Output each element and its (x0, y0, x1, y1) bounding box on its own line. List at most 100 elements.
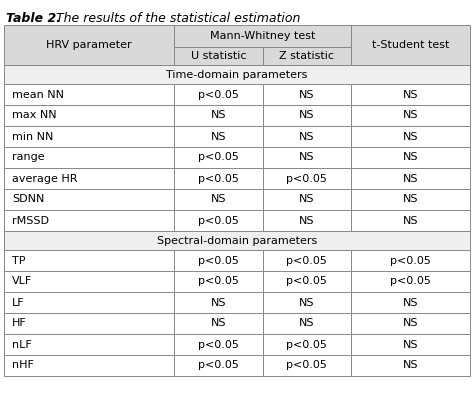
Text: Mann-Whitney test: Mann-Whitney test (210, 31, 315, 41)
Text: p<0.05: p<0.05 (286, 255, 328, 266)
Bar (263, 334, 351, 355)
Text: U statistic: U statistic (191, 51, 246, 61)
Bar (351, 147, 470, 168)
Text: SDNN: SDNN (12, 195, 45, 204)
Bar (263, 168, 351, 189)
Bar (351, 292, 470, 313)
Text: NS: NS (299, 319, 315, 328)
Text: NS: NS (403, 319, 419, 328)
Bar (4, 313, 174, 334)
Bar (174, 189, 263, 210)
Bar (4, 84, 174, 105)
Bar (174, 334, 263, 355)
Bar (263, 47, 351, 65)
Text: p<0.05: p<0.05 (286, 339, 328, 350)
Text: p<0.05: p<0.05 (198, 173, 239, 184)
Text: The results of the statistical estimation: The results of the statistical estimatio… (52, 12, 301, 25)
Text: NS: NS (299, 297, 315, 308)
Bar (174, 168, 263, 189)
Text: p<0.05: p<0.05 (286, 173, 328, 184)
Text: NS: NS (403, 215, 419, 226)
Bar (263, 126, 351, 147)
Text: LF: LF (12, 297, 25, 308)
Bar (174, 105, 263, 126)
Text: p<0.05: p<0.05 (198, 89, 239, 100)
Bar (351, 313, 470, 334)
Bar (4, 210, 174, 231)
Bar (263, 313, 351, 334)
Bar (351, 168, 470, 189)
Bar (4, 105, 174, 126)
Text: average HR: average HR (12, 173, 78, 184)
Text: min NN: min NN (12, 131, 54, 142)
Text: HRV parameter: HRV parameter (46, 40, 132, 50)
Text: p<0.05: p<0.05 (198, 339, 239, 350)
Text: NS: NS (299, 131, 315, 142)
Bar (263, 84, 351, 105)
Bar (4, 271, 174, 292)
Text: p<0.05: p<0.05 (390, 277, 431, 286)
Bar (351, 126, 470, 147)
Text: Time-domain parameters: Time-domain parameters (166, 69, 308, 80)
Bar (4, 292, 174, 313)
Bar (351, 210, 470, 231)
Text: rMSSD: rMSSD (12, 215, 49, 226)
Text: NS: NS (403, 153, 419, 162)
Bar (263, 271, 351, 292)
Bar (4, 65, 470, 84)
Bar (4, 126, 174, 147)
Text: p<0.05: p<0.05 (198, 215, 239, 226)
Text: NS: NS (403, 173, 419, 184)
Bar (174, 250, 263, 271)
Text: HF: HF (12, 319, 27, 328)
Bar (174, 210, 263, 231)
Bar (174, 84, 263, 105)
Bar (174, 292, 263, 313)
Bar (174, 25, 351, 47)
Text: Z statistic: Z statistic (279, 51, 334, 61)
Text: TP: TP (12, 255, 26, 266)
Text: NS: NS (403, 339, 419, 350)
Bar (263, 189, 351, 210)
Bar (351, 355, 470, 376)
Text: p<0.05: p<0.05 (390, 255, 431, 266)
Bar (351, 84, 470, 105)
Text: VLF: VLF (12, 277, 32, 286)
Bar (263, 250, 351, 271)
Bar (351, 25, 470, 65)
Bar (4, 355, 174, 376)
Bar (4, 168, 174, 189)
Bar (4, 189, 174, 210)
Text: NS: NS (403, 297, 419, 308)
Bar (4, 231, 470, 250)
Text: NS: NS (403, 361, 419, 370)
Text: NS: NS (299, 215, 315, 226)
Bar (174, 47, 263, 65)
Text: NS: NS (210, 195, 226, 204)
Text: p<0.05: p<0.05 (286, 277, 328, 286)
Bar (351, 334, 470, 355)
Bar (4, 25, 174, 65)
Text: Table 2.: Table 2. (6, 12, 61, 25)
Text: NS: NS (210, 297, 226, 308)
Text: p<0.05: p<0.05 (286, 361, 328, 370)
Text: p<0.05: p<0.05 (198, 361, 239, 370)
Text: NS: NS (299, 111, 315, 120)
Bar (4, 250, 174, 271)
Bar (263, 147, 351, 168)
Text: NS: NS (299, 153, 315, 162)
Text: NS: NS (299, 195, 315, 204)
Bar (174, 147, 263, 168)
Text: NS: NS (403, 89, 419, 100)
Bar (4, 147, 174, 168)
Bar (174, 355, 263, 376)
Bar (351, 250, 470, 271)
Text: p<0.05: p<0.05 (198, 153, 239, 162)
Text: NS: NS (210, 131, 226, 142)
Text: Spectral-domain parameters: Spectral-domain parameters (157, 235, 317, 246)
Text: max NN: max NN (12, 111, 56, 120)
Bar (174, 271, 263, 292)
Text: NS: NS (299, 89, 315, 100)
Text: nHF: nHF (12, 361, 34, 370)
Bar (174, 313, 263, 334)
